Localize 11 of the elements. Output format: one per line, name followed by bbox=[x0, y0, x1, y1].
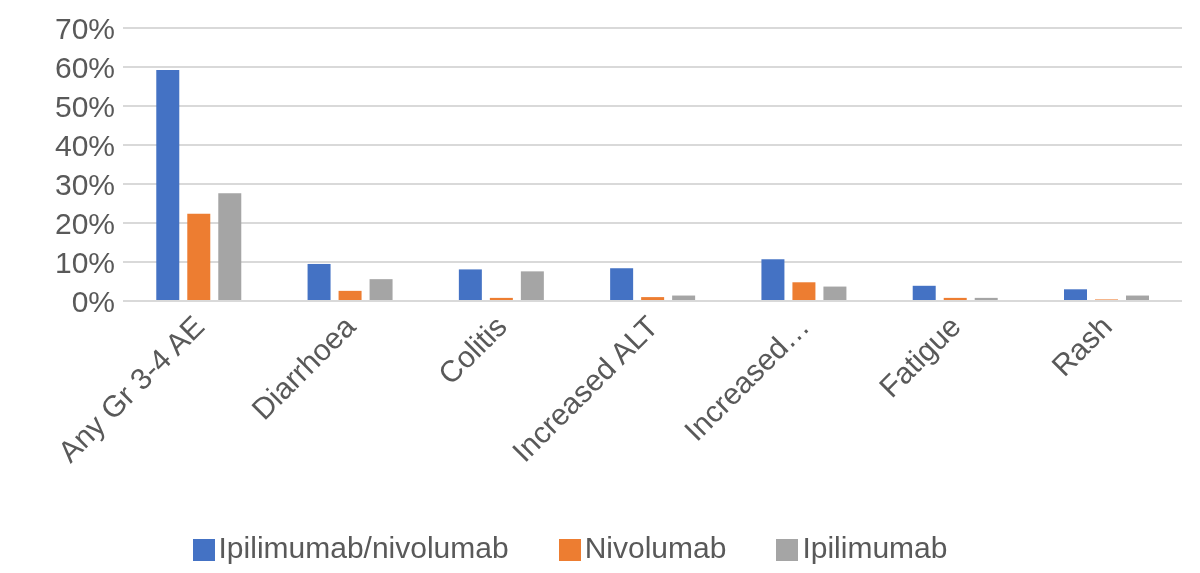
y-tick-label: 70% bbox=[54, 11, 115, 45]
legend-label: Ipilimumab/nivolumab bbox=[218, 531, 509, 564]
legend-label: Nivolumab bbox=[584, 531, 727, 564]
y-tick-label: 10% bbox=[54, 245, 115, 279]
y-tick-label: 20% bbox=[54, 206, 115, 240]
y-tick-label: 50% bbox=[54, 89, 115, 123]
y-tick-label: 30% bbox=[54, 167, 115, 201]
legend-label: Ipilimumab bbox=[802, 531, 948, 564]
y-tick-label: 60% bbox=[54, 50, 115, 84]
y-tick-label: 0% bbox=[71, 284, 115, 318]
y-tick-label: 40% bbox=[54, 128, 115, 162]
